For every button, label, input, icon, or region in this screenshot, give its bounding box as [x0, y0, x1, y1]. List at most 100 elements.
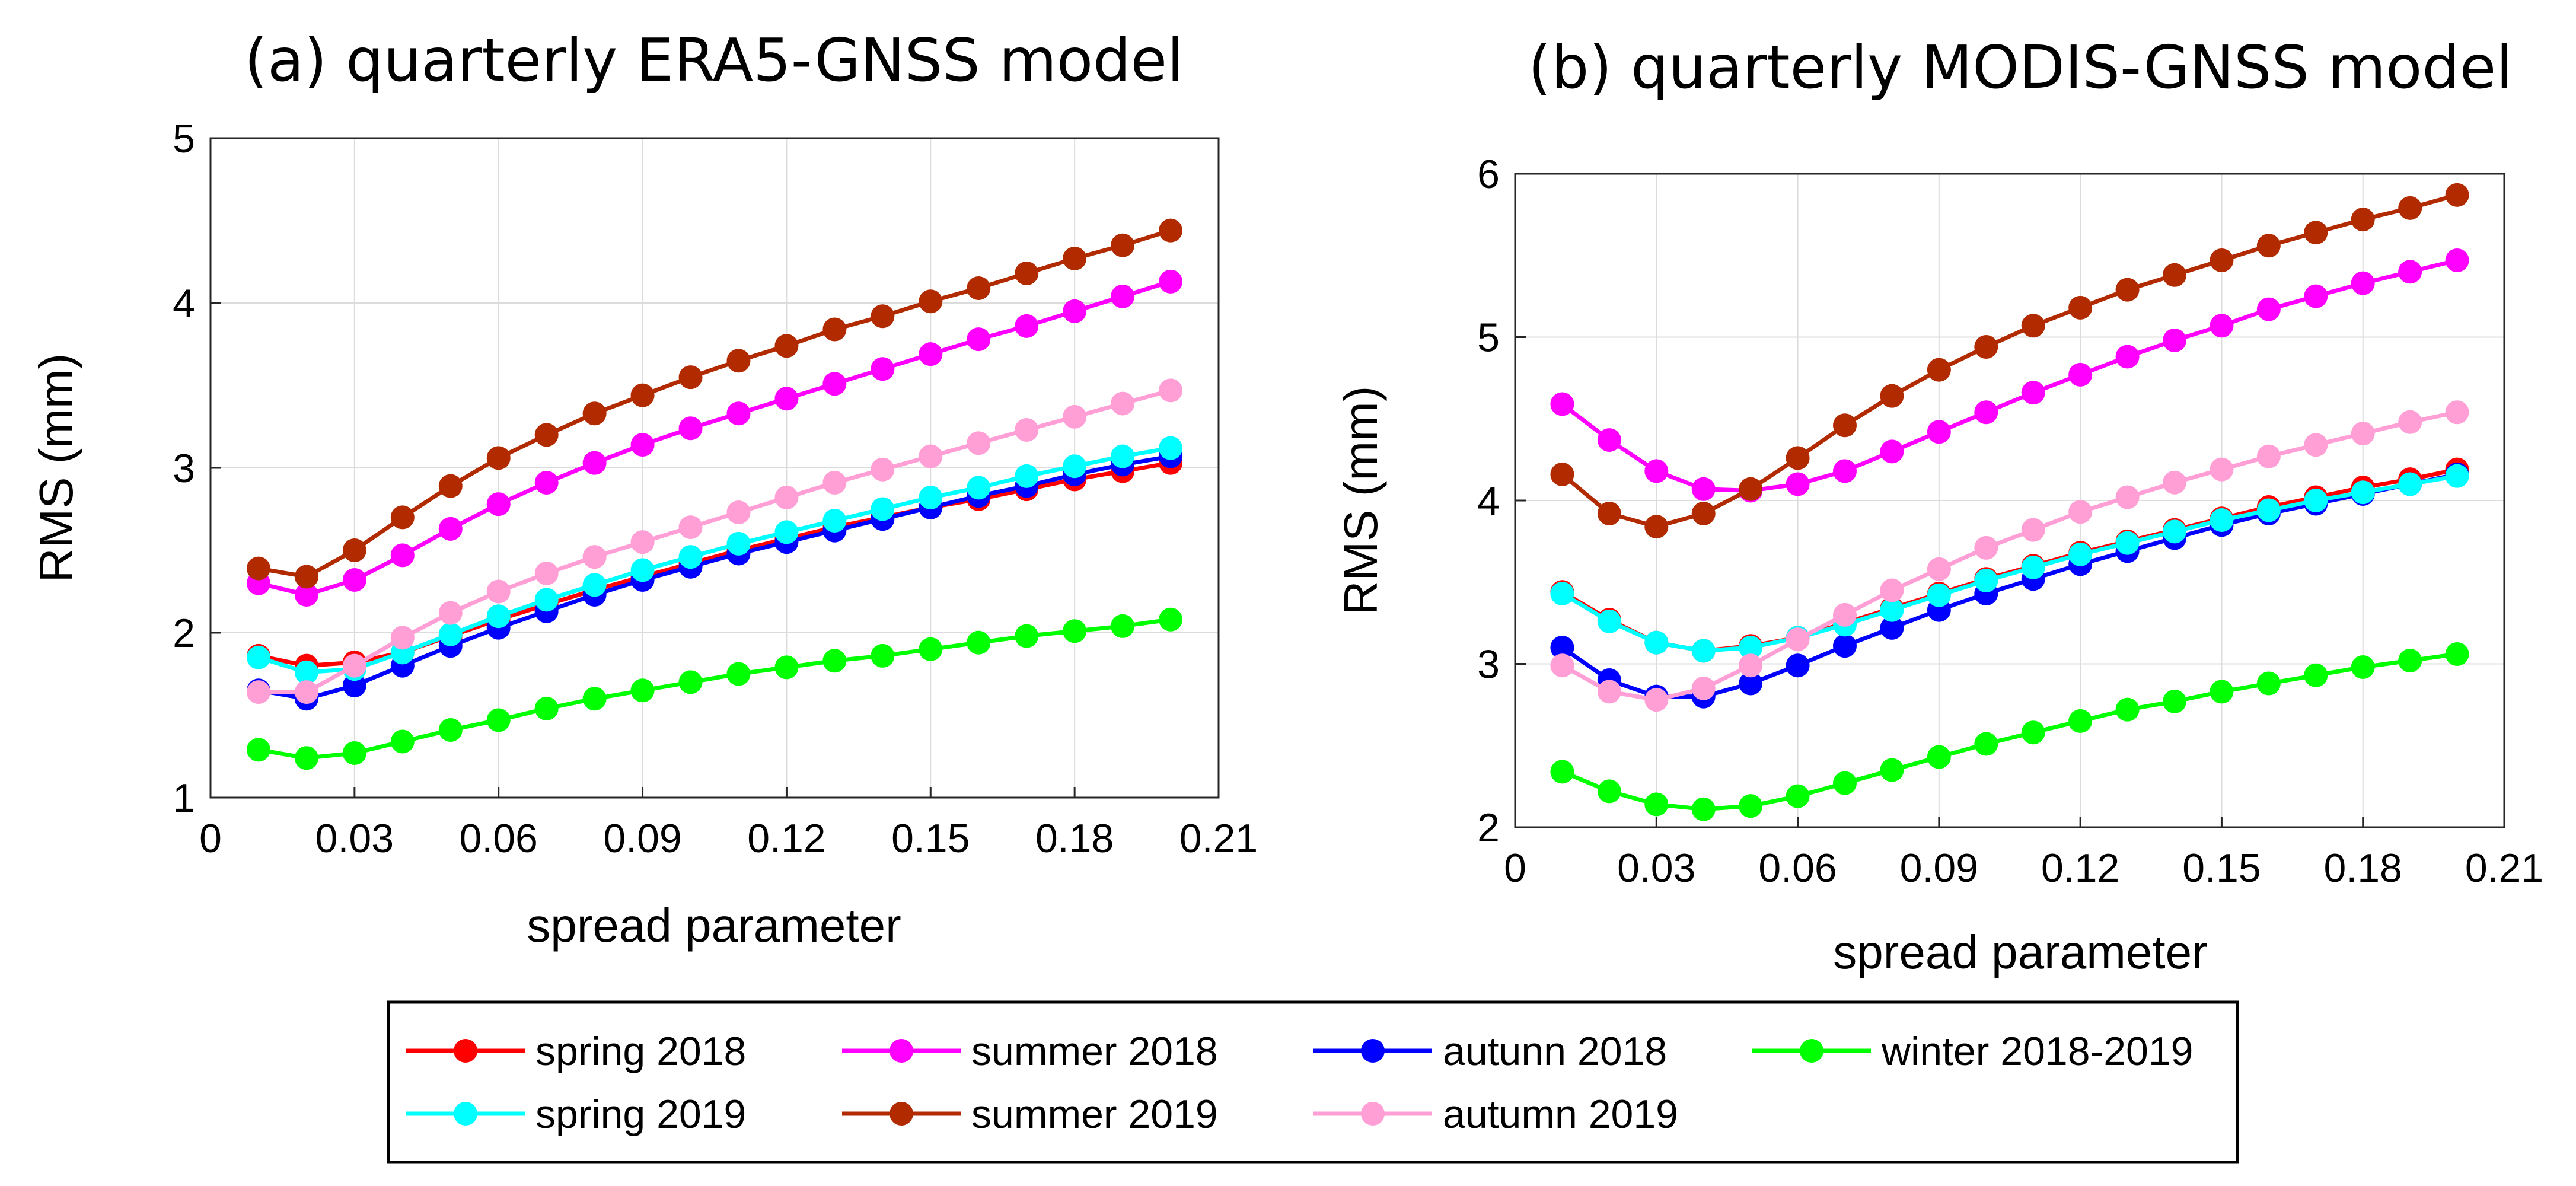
data-point: [2445, 400, 2469, 425]
data-point: [2445, 183, 2469, 207]
data-point: [2398, 648, 2422, 672]
data-point: [246, 645, 270, 669]
data-point: [774, 387, 799, 411]
data-point: [534, 561, 559, 585]
data-point: [871, 304, 895, 329]
x-tick-label: 0.06: [460, 816, 538, 861]
series-winter-2018-2019: [246, 607, 1183, 770]
x-tick-label: 0.12: [747, 816, 825, 861]
data-point: [1644, 792, 1669, 817]
y-tick-label: 3: [1477, 642, 1500, 687]
data-point: [486, 579, 511, 604]
data-point: [2351, 271, 2375, 295]
data-point: [534, 471, 559, 495]
series-winter-2018-2019: [1550, 642, 2469, 821]
data-point: [1786, 446, 1810, 470]
data-point: [871, 357, 895, 381]
data-point: [2163, 263, 2186, 287]
data-point: [726, 349, 751, 373]
legend-swatch-marker: [1800, 1039, 1823, 1063]
data-point: [1691, 502, 1716, 526]
legend-swatch-marker: [454, 1102, 477, 1126]
data-point: [2163, 689, 2186, 713]
data-point: [582, 687, 607, 711]
data-point: [294, 660, 318, 684]
data-point: [390, 505, 415, 530]
legend-item-autumn-2019: autumn 2019: [1313, 1092, 1678, 1137]
data-point: [1974, 335, 1998, 359]
y-tick-label: 4: [173, 281, 195, 326]
legend-swatch-marker: [454, 1039, 477, 1063]
x-tick-label: 0: [199, 816, 222, 861]
data-point: [438, 474, 463, 498]
axis-ticks: 0 0.03 0.06 0.09 0.12 0.15 0.18 0.21 2 3 4 5 6: [1477, 152, 2543, 891]
data-point: [1927, 583, 1951, 607]
data-point: [967, 476, 991, 500]
legend-item-summer-2019: summer 2019: [842, 1092, 1218, 1137]
legend-item-autunn-2018: autunn 2018: [1313, 1029, 1667, 1074]
data-point: [1111, 391, 1135, 416]
data-point: [582, 545, 607, 569]
data-point: [1644, 688, 1669, 712]
data-point: [1927, 557, 1951, 581]
x-tick-label: 0.15: [891, 816, 970, 861]
x-tick-label: 0.21: [1179, 816, 1258, 861]
data-point: [871, 497, 895, 521]
data-point: [294, 583, 318, 607]
x-tick-label: 0.12: [2041, 846, 2119, 891]
data-point: [2304, 489, 2328, 512]
legend-swatch-marker: [1361, 1102, 1385, 1126]
data-point: [1597, 779, 1621, 804]
data-point: [726, 401, 751, 426]
x-axis-label: spread parameter: [527, 899, 901, 952]
y-tick-label: 4: [1477, 479, 1500, 524]
data-point: [2021, 555, 2045, 579]
data-point: [1015, 464, 1039, 488]
data-point: [2351, 422, 2375, 446]
series-group: [246, 218, 1183, 770]
data-point: [2256, 444, 2281, 468]
data-point: [1597, 609, 1621, 633]
data-point: [2398, 472, 2422, 496]
data-point: [534, 696, 559, 720]
y-tick-label: 1: [173, 776, 195, 821]
legend-swatch-marker: [1361, 1039, 1385, 1063]
data-point: [246, 738, 270, 762]
legend-label: summer 2019: [971, 1092, 1218, 1137]
data-point: [1833, 413, 1857, 438]
chart-panel-modis-gnss: (b) quarterly MODIS-GNSS model 0 0.03 0.06…: [1334, 33, 2543, 978]
data-point: [1550, 653, 1574, 678]
y-axis-label: RMS (mm): [1334, 386, 1387, 616]
y-tick-label: 6: [1477, 152, 1500, 197]
data-point: [1063, 454, 1087, 479]
legend-box: [387, 1000, 2239, 1164]
legend-label: summer 2018: [971, 1029, 1218, 1074]
data-point: [919, 486, 943, 510]
data-point: [1833, 602, 1857, 627]
data-point: [678, 416, 703, 441]
data-point: [630, 530, 655, 554]
data-point: [438, 517, 463, 541]
series-summer-2018: [246, 269, 1183, 607]
data-point: [1111, 614, 1135, 638]
data-point: [822, 508, 847, 533]
legend-item-winter-2018-2019: winter 2018-2019: [1752, 1029, 2193, 1074]
data-point: [2445, 464, 2469, 488]
data-point: [1739, 653, 1763, 678]
x-tick-label: 0: [1504, 846, 1526, 891]
data-point: [1833, 634, 1857, 658]
data-point: [774, 655, 799, 680]
data-point: [1063, 299, 1087, 323]
x-tick-label: 0.06: [1758, 846, 1837, 891]
data-point: [2163, 470, 2186, 495]
data-point: [438, 622, 463, 646]
y-tick-label: 3: [173, 446, 195, 491]
data-point: [2351, 655, 2375, 680]
data-point: [1063, 404, 1087, 429]
data-point: [534, 588, 559, 612]
data-point: [1597, 680, 1621, 704]
chart-panel-era5-gnss: (a) quarterly ERA5-GNSS model 0 0.03 0.06 0…: [30, 25, 1258, 952]
series-summer-2018: [1550, 248, 2469, 503]
data-point: [2068, 500, 2093, 524]
data-point: [1015, 418, 1039, 442]
